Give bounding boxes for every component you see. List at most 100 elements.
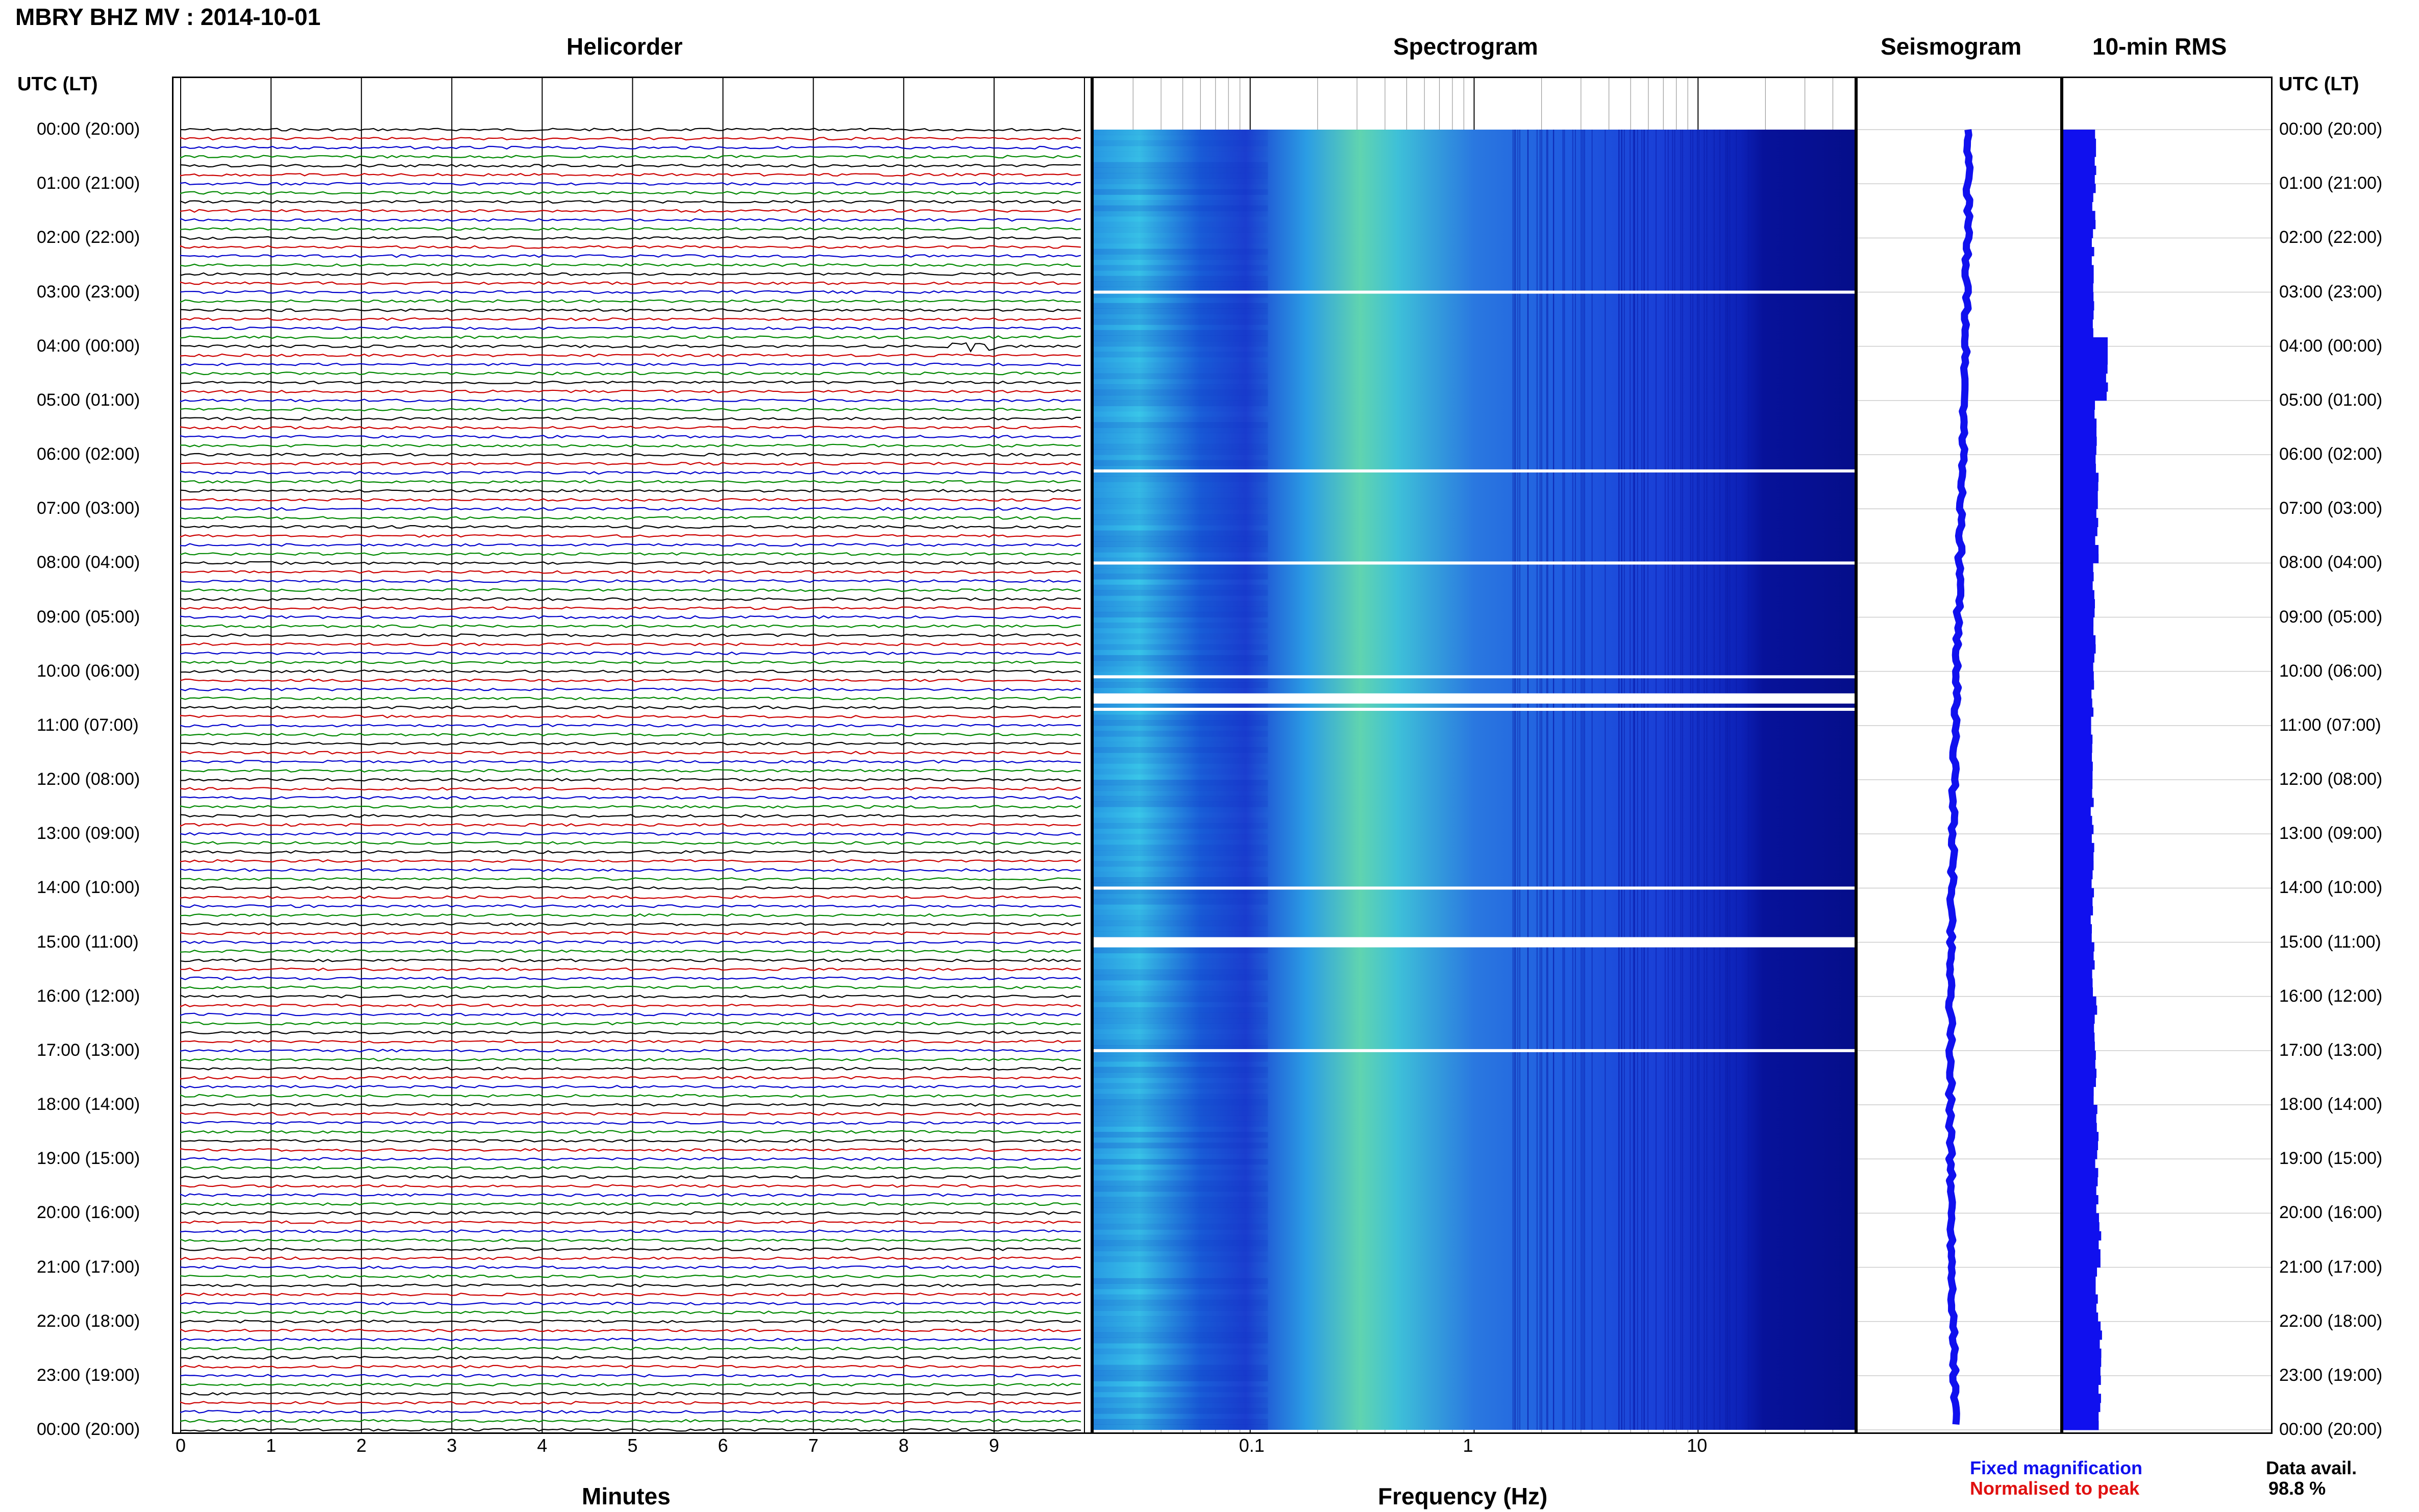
spectrogram-row bbox=[1094, 1083, 1268, 1089]
spectrogram-row bbox=[1094, 1039, 1268, 1046]
rms-bar bbox=[2063, 1321, 2101, 1331]
spectrogram-row bbox=[1094, 666, 1268, 672]
spectrogram-row bbox=[1094, 1392, 1268, 1398]
helicorder-trace bbox=[180, 940, 1081, 945]
helicorder-trace bbox=[180, 164, 1081, 168]
rms-bar bbox=[2063, 662, 2093, 672]
time-label-right: 04:00 (00:00) bbox=[2279, 336, 2383, 356]
spectrogram-row bbox=[1094, 530, 1268, 536]
spectrogram-row bbox=[1094, 1273, 1268, 1278]
rms-bar bbox=[2063, 1032, 2095, 1042]
spectrogram-row bbox=[1094, 790, 1268, 797]
spectrogram-row bbox=[1094, 1164, 1268, 1170]
spectrogram-row bbox=[1094, 1197, 1268, 1203]
spectrogram-row bbox=[1094, 839, 1268, 845]
helicorder-trace bbox=[180, 399, 1081, 403]
time-label-right: 00:00 (20:00) bbox=[2279, 119, 2383, 139]
spectrogram-row bbox=[1094, 1234, 1268, 1241]
helicorder-trace bbox=[180, 245, 1081, 249]
rms-bar bbox=[2063, 653, 2094, 663]
helicorder-trace bbox=[180, 705, 1081, 710]
spectrogram-row bbox=[1094, 249, 1268, 255]
spectrogram-row bbox=[1094, 834, 1268, 840]
rms-bar bbox=[2063, 391, 2107, 401]
spectrogram-row bbox=[1094, 1116, 1268, 1122]
spectrogram-row bbox=[1094, 157, 1268, 163]
spectrogram-row bbox=[1094, 1365, 1268, 1371]
rms-bar bbox=[2063, 617, 2094, 627]
rms-bar bbox=[2063, 852, 2094, 861]
helicorder-trace bbox=[180, 597, 1081, 601]
helicorder-trace bbox=[180, 443, 1081, 448]
time-label-right: 06:00 (02:00) bbox=[2279, 444, 2383, 464]
rms-bar bbox=[2063, 897, 2093, 907]
time-label-left: 04:00 (00:00) bbox=[37, 336, 140, 356]
spectrogram-row bbox=[1094, 492, 1268, 499]
time-label-right: 00:00 (20:00) bbox=[2279, 1420, 2383, 1439]
spectrogram-row bbox=[1094, 655, 1268, 661]
spectrogram-x-label: Frequency (Hz) bbox=[1378, 1483, 1548, 1509]
time-label-left: 22:00 (18:00) bbox=[37, 1311, 140, 1331]
seismogram-title: Seismogram bbox=[1881, 33, 2022, 60]
spectrogram-row bbox=[1094, 1126, 1268, 1132]
spectrogram-row bbox=[1094, 519, 1268, 526]
rms-bar bbox=[2063, 879, 2092, 888]
spectrogram-row bbox=[1094, 1137, 1268, 1143]
rms-bar bbox=[2063, 906, 2093, 915]
spectrogram-row bbox=[1094, 1029, 1268, 1035]
rms-bar bbox=[2063, 1123, 2097, 1132]
rms-bar bbox=[2063, 1204, 2096, 1213]
time-label-right: 13:00 (09:00) bbox=[2279, 824, 2383, 844]
helicorder-trace bbox=[180, 1139, 1081, 1143]
helicorder-tick-label: 3 bbox=[447, 1435, 457, 1456]
spectrogram-row bbox=[1094, 866, 1268, 872]
rms-bar bbox=[2063, 337, 2108, 347]
spectrogram-row bbox=[1094, 633, 1268, 639]
spectrogram-row bbox=[1094, 1213, 1268, 1219]
spectrogram-row bbox=[1094, 1207, 1268, 1213]
helicorder-tick-label: 2 bbox=[356, 1435, 367, 1456]
time-label-left: 08:00 (04:00) bbox=[37, 553, 140, 573]
spectrogram-row bbox=[1094, 617, 1268, 623]
spectrogram-row bbox=[1094, 638, 1268, 645]
rms-bar bbox=[2063, 861, 2094, 871]
rms-bar bbox=[2063, 147, 2096, 157]
spectrogram-row bbox=[1094, 1370, 1268, 1376]
helicorder-trace bbox=[180, 507, 1081, 511]
spectrogram-row bbox=[1094, 465, 1268, 472]
spectrogram-row bbox=[1094, 145, 1268, 152]
helicorder-trace bbox=[180, 1220, 1081, 1224]
helicorder-trace bbox=[180, 1320, 1081, 1324]
helicorder-trace bbox=[180, 1265, 1081, 1270]
helicorder-trace bbox=[180, 588, 1081, 592]
rms-bar bbox=[2063, 707, 2094, 717]
time-label-left: 16:00 (12:00) bbox=[37, 986, 140, 1006]
time-label-right: 05:00 (01:00) bbox=[2279, 390, 2383, 410]
helicorder-trace bbox=[180, 353, 1081, 358]
helicorder-trace bbox=[180, 958, 1081, 962]
time-label-left: 02:00 (22:00) bbox=[37, 228, 140, 247]
spectrogram-row bbox=[1094, 167, 1268, 173]
spectrogram-row bbox=[1094, 893, 1268, 899]
rms-panel bbox=[2062, 77, 2273, 1434]
time-label-left: 03:00 (23:00) bbox=[37, 282, 140, 302]
rms-bar bbox=[2063, 996, 2096, 1006]
rms-bar bbox=[2063, 1402, 2101, 1412]
helicorder-trace bbox=[180, 155, 1081, 159]
rms-bar bbox=[2063, 175, 2095, 184]
spectrogram-row bbox=[1094, 601, 1268, 607]
spectrogram-row bbox=[1094, 460, 1268, 466]
spectrogram-row bbox=[1094, 536, 1268, 542]
helicorder-trace bbox=[180, 1057, 1081, 1062]
spectrogram-row bbox=[1094, 319, 1268, 325]
spectrogram-row bbox=[1094, 574, 1268, 580]
rms-bar bbox=[2063, 1077, 2096, 1087]
rms-bar bbox=[2063, 364, 2108, 374]
helicorder-trace bbox=[180, 534, 1081, 538]
helicorder-trace bbox=[180, 561, 1081, 565]
rms-bar bbox=[2063, 256, 2092, 265]
spectrogram-gap bbox=[1094, 886, 1855, 890]
spectrogram-row bbox=[1094, 470, 1268, 477]
spectrogram-row bbox=[1094, 671, 1268, 677]
helicorder-trace bbox=[180, 182, 1081, 186]
